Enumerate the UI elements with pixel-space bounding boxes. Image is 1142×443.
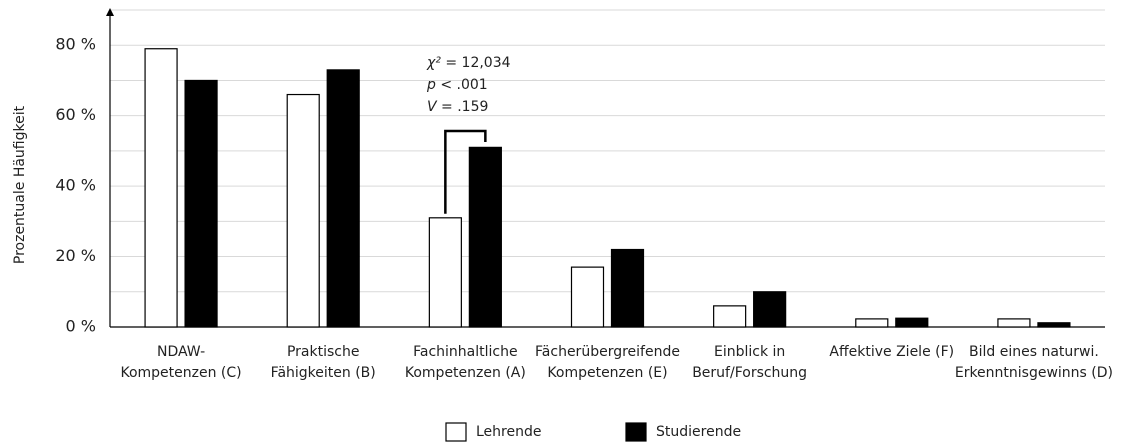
legend-label: Lehrende: [476, 424, 541, 440]
x-tick-label: Affektive Ziele (F): [829, 344, 954, 360]
y-tick-label: 20 %: [55, 246, 96, 265]
x-tick-label: Fähigkeiten (B): [271, 365, 376, 381]
annotation: χ² = 12,034: [426, 55, 511, 71]
bar: [713, 305, 747, 328]
annotation-text: < .001: [436, 77, 488, 93]
bar: [997, 318, 1031, 328]
bar: [326, 69, 360, 328]
bar: [895, 317, 929, 328]
legend-label: Studierende: [656, 424, 741, 440]
legend-swatch: [445, 422, 467, 442]
x-tick-label: Einblick in: [714, 344, 785, 360]
bar: [144, 48, 178, 328]
y-tick-label: 60 %: [55, 105, 96, 124]
significance-bracket: [444, 129, 487, 214]
y-axis-arrow: [106, 8, 114, 16]
bar: [286, 93, 320, 328]
bar: [610, 248, 645, 328]
annotation-symbol: V: [427, 99, 438, 115]
annotation: V = .159: [427, 99, 488, 115]
y-tick-label: 80 %: [55, 35, 96, 54]
annotation-text: = 12,034: [441, 55, 511, 71]
x-tick-label: Fachinhaltliche: [413, 344, 517, 360]
x-tick-label: Bild eines naturwi.: [969, 344, 1099, 360]
bar: [570, 266, 605, 328]
x-tick-label: NDAW-: [157, 344, 205, 360]
y-axis-label: Prozentuale Häufigkeit: [12, 105, 28, 264]
bar: [468, 146, 502, 328]
x-tick-label: Kompetenzen (A): [405, 365, 526, 381]
annotation: p < .001: [426, 77, 488, 93]
x-tick-label: Kompetenzen (C): [120, 365, 241, 381]
x-tick-label: Erkenntnisgewinns (D): [955, 365, 1113, 381]
y-tick-label: 40 %: [55, 176, 96, 195]
bar: [753, 291, 787, 328]
bar: [184, 79, 218, 328]
x-tick-label: Fächerübergreifende: [535, 344, 680, 360]
bar: [428, 217, 462, 328]
x-tick-label: Kompetenzen (E): [547, 365, 667, 381]
annotation-symbol: χ²: [426, 55, 441, 71]
bar: [855, 318, 889, 328]
y-tick-label: 0 %: [66, 317, 96, 336]
x-tick-label: Praktische: [287, 344, 360, 360]
legend-swatch: [625, 422, 647, 442]
bar: [1037, 322, 1071, 328]
x-tick-label: Beruf/Forschung: [692, 365, 807, 381]
annotation-symbol: p: [426, 77, 436, 93]
annotation-text: = .159: [437, 99, 489, 115]
